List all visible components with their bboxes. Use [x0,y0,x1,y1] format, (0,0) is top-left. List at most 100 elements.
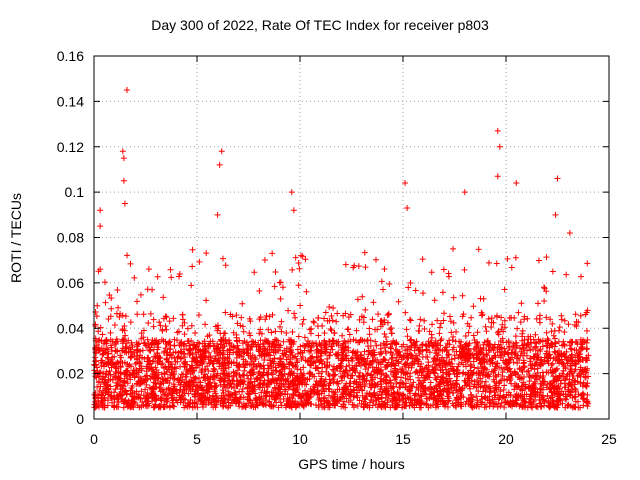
data-point [189,358,196,365]
data-point [501,345,508,352]
data-point [464,371,471,378]
data-point [396,396,403,403]
data-point [477,348,484,355]
data-point [362,264,369,271]
data-point [307,330,314,337]
data-point [419,368,426,375]
data-point [146,384,153,391]
data-point [497,377,504,384]
data-point [440,369,447,376]
data-point [186,385,193,392]
data-point [295,282,302,289]
data-point [215,325,222,332]
data-point [218,336,225,343]
data-point [408,364,415,371]
data-point [514,325,521,332]
data-point [438,336,445,343]
data-point [149,286,156,293]
data-point [133,359,140,366]
data-point [563,373,570,380]
data-point [321,380,328,387]
data-point [487,357,494,364]
data-point [211,388,218,395]
data-point [403,326,410,333]
data-point [240,394,247,401]
data-point [475,372,482,379]
data-point [342,261,349,268]
data-point [571,381,578,388]
data-point [496,395,503,402]
data-point [378,395,385,402]
data-point [318,356,325,363]
data-point [278,371,285,378]
data-point [142,377,149,384]
data-point [168,369,175,376]
data-point [500,386,507,393]
data-point [500,328,507,335]
data-point [566,229,573,236]
data-point [544,335,551,342]
data-point [124,380,131,387]
data-point [256,287,263,294]
data-point [112,386,119,393]
data-point [366,325,373,332]
data-point [235,363,242,370]
data-point [202,348,209,355]
data-point [417,392,424,399]
data-point [106,292,113,299]
data-point [211,367,218,374]
data-point [391,373,398,380]
data-point [288,189,295,196]
data-point [114,359,121,366]
data-point [265,326,272,333]
data-point [127,354,134,361]
data-point [359,386,366,393]
data-point [420,290,427,297]
data-point [290,370,297,377]
data-point [433,400,440,407]
data-point [494,173,501,180]
data-point [234,320,241,327]
data-point [157,322,164,329]
data-point [383,373,390,380]
data-point [342,385,349,392]
data-point [461,189,468,196]
data-point [161,348,168,355]
data-point [139,399,146,406]
data-point [394,348,401,355]
data-point [555,401,562,408]
data-point [376,388,383,395]
data-point [187,350,194,357]
data-point [572,311,579,318]
data-point [561,353,568,360]
data-point [445,352,452,359]
data-point [134,298,141,305]
data-point [468,314,475,321]
data-point [345,314,352,321]
data-point [130,400,137,407]
data-point [163,368,170,375]
data-point [388,385,395,392]
data-point [527,358,534,365]
data-point [222,375,229,382]
x-tick-label: 20 [498,431,514,447]
data-point [505,360,512,367]
data-point [176,386,183,393]
data-point [152,354,159,361]
data-point [119,382,126,389]
data-point [236,349,243,356]
data-point [490,319,497,326]
data-point [225,388,232,395]
data-point [332,371,339,378]
data-point [459,344,466,351]
data-point [163,395,170,402]
data-point [579,395,586,402]
data-point [445,370,452,377]
data-point [199,359,206,366]
data-point [294,373,301,380]
data-point [562,391,569,398]
data-point [267,356,274,363]
data-point [537,347,544,354]
data-point [401,361,408,368]
data-point [325,338,332,345]
